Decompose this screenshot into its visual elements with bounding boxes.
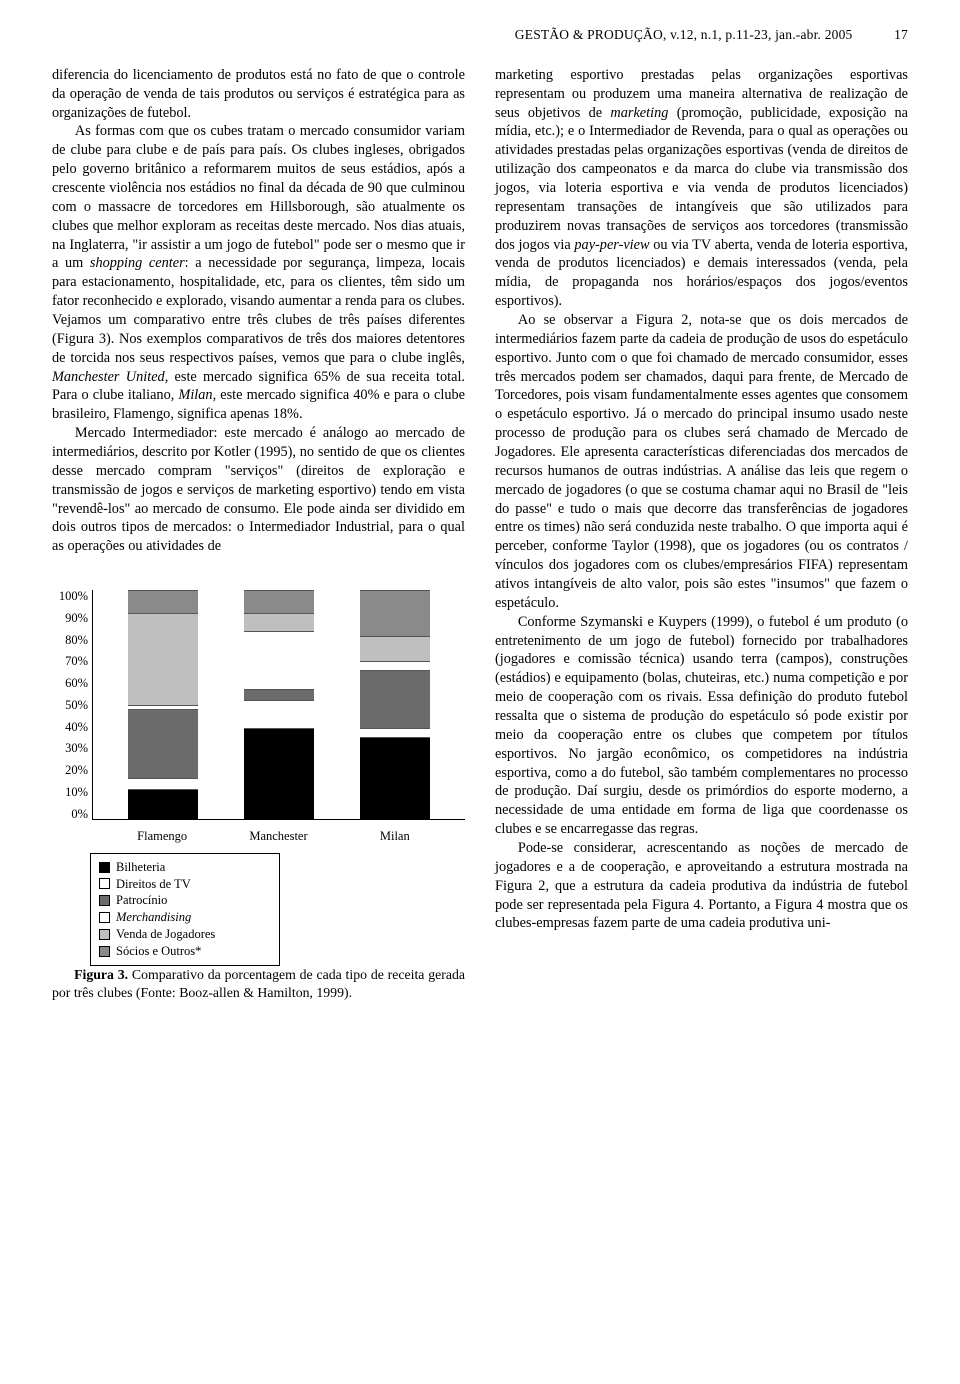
right-para-1: marketing esportivo prestadas pelas orga… (495, 66, 908, 311)
y-tick-label: 90% (52, 612, 88, 625)
legend-label: Venda de Jogadores (116, 926, 215, 943)
segment-socios_outros (128, 590, 198, 613)
y-tick-label: 20% (52, 764, 88, 777)
legend-item-direitos_tv: Direitos de TV (99, 876, 271, 893)
y-tick-label: 70% (52, 655, 88, 668)
segment-merchandising (244, 631, 314, 688)
legend-item-socios_outros: Sócios e Outros* (99, 943, 271, 960)
bar-milan (360, 590, 430, 819)
x-tick-label: Manchester (243, 828, 313, 845)
left-para-3: Mercado Intermediador: este mercado é an… (52, 424, 465, 556)
legend-swatch (99, 946, 110, 957)
italic-term: Milan (178, 387, 212, 403)
chart-plot (92, 590, 465, 820)
legend-label: Direitos de TV (116, 876, 191, 893)
segment-patrocinio (360, 670, 430, 727)
y-tick-label: 80% (52, 634, 88, 647)
y-tick-label: 40% (52, 721, 88, 734)
legend-label: Merchandising (116, 909, 191, 926)
x-tick-label: Flamengo (127, 828, 197, 845)
y-tick-label: 50% (52, 699, 88, 712)
two-column-body: diferencia do licenciamento de produtos … (52, 66, 908, 1003)
figure-3: 0% 10% 20% 30% 40% 50% 60% 70% 80% 90% 100% Flamen… (52, 570, 465, 1002)
legend-label: Patrocínio (116, 892, 167, 909)
italic-term: Manchester United (52, 369, 165, 385)
legend-item-merchandising: Merchandising (99, 909, 271, 926)
legend-swatch (99, 895, 110, 906)
chart-area: 0% 10% 20% 30% 40% 50% 60% 70% 80% 90% 100% (52, 570, 465, 820)
y-tick-label: 10% (52, 786, 88, 799)
bar-flamengo (128, 590, 198, 819)
legend-swatch (99, 878, 110, 889)
segment-direitos_tv (244, 700, 314, 727)
segment-venda_jogadores (244, 613, 314, 631)
text: (promoção, publicidade, exposição na míd… (495, 105, 908, 253)
segment-patrocinio (244, 689, 314, 700)
left-para-2: As formas com que os cubes tratam o merc… (52, 122, 465, 424)
right-para-3: Conforme Szymanski e Kuypers (1999), o f… (495, 613, 908, 839)
italic-term: shopping center (90, 255, 185, 271)
segment-venda_jogadores (128, 613, 198, 705)
legend-swatch (99, 862, 110, 873)
segment-bilheteria (128, 789, 198, 819)
legend-item-bilheteria: Bilheteria (99, 859, 271, 876)
y-tick-label: 100% (52, 590, 88, 603)
segment-direitos_tv (360, 728, 430, 737)
text: : a necessidade por segurança, limpeza, … (52, 255, 465, 365)
bar-manchester (244, 590, 314, 819)
journal-ref: GESTÃO & PRODUÇÃO, v.12, n.1, p.11-23, j… (515, 27, 853, 42)
legend-item-patrocinio: Patrocínio (99, 892, 271, 909)
chart-x-axis: Flamengo Manchester Milan (92, 824, 465, 845)
chart-legend: BilheteriaDireitos de TVPatrocínioMercha… (90, 853, 280, 966)
figure-caption: Figura 3. Comparativo da porcentagem de … (52, 966, 465, 1002)
running-header: GESTÃO & PRODUÇÃO, v.12, n.1, p.11-23, j… (52, 26, 908, 44)
y-tick-label: 30% (52, 742, 88, 755)
y-tick-label: 0% (52, 808, 88, 821)
segment-socios_outros (244, 590, 314, 613)
legend-label: Bilheteria (116, 859, 165, 876)
italic-term: pay-per-view (574, 237, 649, 253)
caption-label: Figura 3. (74, 967, 128, 982)
legend-item-venda_jogadores: Venda de Jogadores (99, 926, 271, 943)
segment-bilheteria (360, 737, 430, 819)
text: As formas com que os cubes tratam o merc… (52, 123, 465, 271)
legend-label: Sócios e Outros* (116, 943, 201, 960)
segment-venda_jogadores (360, 636, 430, 661)
segment-merchandising (360, 661, 430, 670)
segment-direitos_tv (128, 778, 198, 789)
page-number: 17 (894, 26, 908, 44)
x-tick-label: Milan (360, 828, 430, 845)
left-para-1: diferencia do licenciamento de produtos … (52, 66, 465, 123)
right-para-2: Ao se observar a Figura 2, nota-se que o… (495, 311, 908, 613)
segment-patrocinio (128, 709, 198, 778)
segment-bilheteria (244, 728, 314, 820)
y-tick-label: 60% (52, 677, 88, 690)
legend-swatch (99, 912, 110, 923)
right-para-4: Pode-se considerar, acrescentando as noç… (495, 839, 908, 933)
chart-y-axis: 0% 10% 20% 30% 40% 50% 60% 70% 80% 90% 100% (52, 590, 88, 820)
segment-socios_outros (360, 590, 430, 636)
italic-term: marketing (610, 105, 668, 121)
legend-swatch (99, 929, 110, 940)
